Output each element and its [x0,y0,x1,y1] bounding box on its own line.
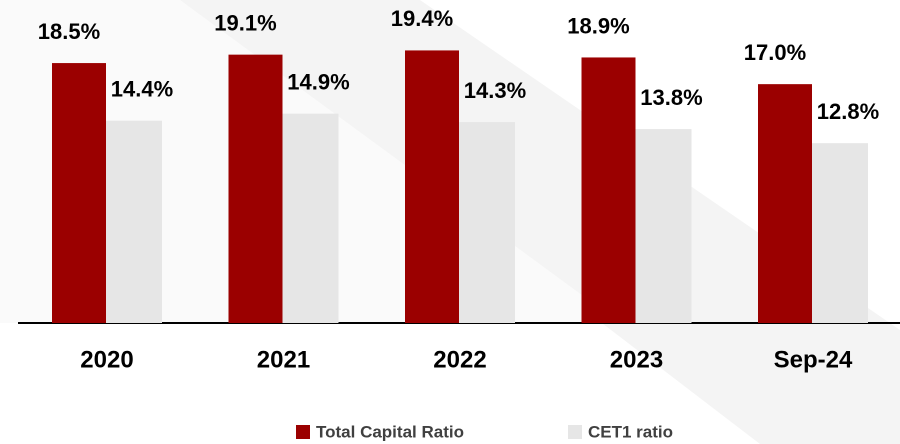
bar [228,54,283,324]
background-shape [180,0,900,444]
bar [52,63,106,323]
data-label: 12.8% [817,99,879,124]
data-label: 18.5% [38,19,100,44]
legend-swatch [568,425,582,439]
data-label: 14.4% [111,76,173,101]
data-label: 18.9% [567,13,629,38]
data-label: 19.4% [391,6,453,31]
bar [405,50,459,324]
x-tick-label: 2021 [257,346,310,373]
data-label: 14.3% [464,78,526,103]
bar [758,84,812,324]
x-tick-label: 2023 [610,346,663,373]
data-label: 19.1% [214,10,276,35]
x-tick-label: 2020 [80,346,133,373]
bar [282,113,339,323]
x-tick-label: 2022 [433,346,486,373]
legend-label: CET1 ratio [588,422,673,441]
bar [635,129,692,323]
bar [581,57,636,324]
data-label: 17.0% [744,40,806,65]
bar [459,122,515,324]
bar [812,143,868,323]
legend-swatch [296,425,310,439]
data-label: 14.9% [287,69,349,94]
data-label: 13.8% [640,85,702,110]
bar [106,120,162,324]
legend-label: Total Capital Ratio [316,422,464,441]
x-tick-label: Sep-24 [774,346,853,373]
